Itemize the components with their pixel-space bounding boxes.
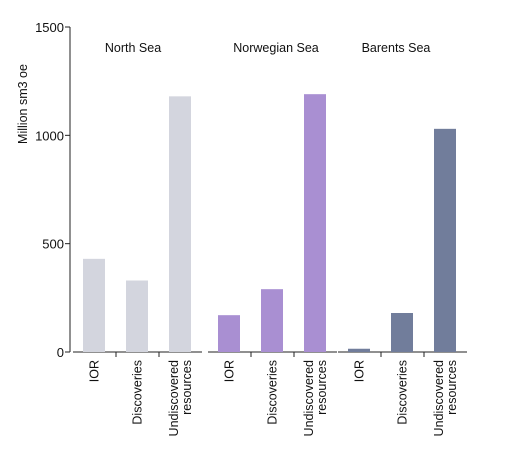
- bar: [434, 128, 456, 352]
- panel-north-sea: North Sea IOR Discoveries Undiscovered resou…: [73, 41, 202, 436]
- x-category-label: Discoveries: [266, 360, 280, 425]
- panel-title: Barents Sea: [362, 41, 431, 55]
- x-category-label: Discoveries: [396, 360, 410, 425]
- panel-title: Norwegian Sea: [233, 41, 319, 55]
- y-tick-label: 500: [42, 237, 64, 252]
- x-category-label: IOR: [353, 360, 367, 382]
- x-category-label: Undiscovered: [302, 360, 316, 436]
- x-category-label: Undiscovered: [167, 360, 181, 436]
- bar: [218, 315, 240, 352]
- y-tick-label: 1500: [35, 20, 64, 35]
- bar: [391, 313, 413, 352]
- panel-norwegian-sea: Norwegian Sea IOR Discoveries Undiscovered r…: [208, 41, 337, 436]
- x-category-label: resources: [315, 360, 329, 415]
- x-category-label: Undiscovered: [432, 360, 446, 436]
- x-category-label: IOR: [88, 360, 102, 382]
- y-axis-label: Million sm3 oe: [16, 64, 30, 144]
- bar: [169, 96, 191, 352]
- x-category-label: resources: [445, 360, 459, 415]
- x-category-label: resources: [180, 360, 194, 415]
- bar: [83, 258, 105, 352]
- bar: [304, 94, 326, 353]
- panel-title: North Sea: [105, 41, 161, 55]
- panel-barents-sea: Barents Sea IOR Discoveries Undiscovered res…: [338, 41, 467, 436]
- bar: [261, 289, 283, 352]
- y-axis: Million sm3 oe: [16, 27, 71, 352]
- bar: [348, 348, 370, 352]
- x-category-label: Discoveries: [131, 360, 145, 425]
- y-tick-label: 0: [57, 345, 64, 360]
- x-category-label: IOR: [223, 360, 237, 382]
- y-tick-label: 1000: [35, 128, 64, 143]
- bar: [126, 280, 148, 352]
- y-ticks: 0 500 1000 1500: [35, 20, 70, 360]
